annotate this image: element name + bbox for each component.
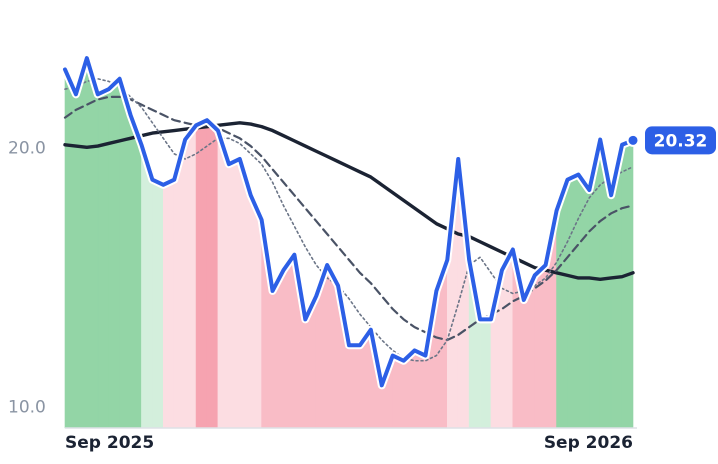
price-area bbox=[119, 78, 131, 429]
price-area bbox=[86, 58, 99, 429]
value-badge-label: 20.32 bbox=[654, 131, 708, 151]
last-point bbox=[626, 133, 640, 147]
price-area bbox=[578, 173, 590, 429]
y-tick-label: 10.0 bbox=[8, 397, 46, 417]
price-area bbox=[184, 124, 197, 429]
price-area bbox=[534, 264, 546, 429]
price-area bbox=[152, 179, 164, 429]
price-area bbox=[163, 179, 175, 429]
price-area bbox=[97, 88, 109, 429]
series-line bbox=[63, 95, 635, 342]
price-area bbox=[130, 114, 142, 429]
series-line bbox=[64, 78, 634, 362]
price-area bbox=[283, 253, 295, 429]
y-tick-label: 20.0 bbox=[8, 139, 46, 159]
price-area bbox=[217, 130, 230, 429]
value-badge bbox=[645, 126, 716, 155]
price-area bbox=[64, 69, 77, 429]
price-area bbox=[479, 319, 492, 429]
price-area bbox=[392, 355, 404, 429]
price-area bbox=[195, 119, 208, 429]
price-area bbox=[348, 344, 361, 429]
price-area bbox=[228, 158, 241, 429]
series-line bbox=[63, 56, 635, 388]
price-area bbox=[141, 144, 153, 429]
price-area bbox=[414, 349, 426, 429]
x-tick-label: Sep 2025 bbox=[65, 433, 154, 453]
price-area bbox=[206, 119, 219, 429]
price-area bbox=[108, 78, 120, 429]
price-area bbox=[567, 174, 579, 429]
price-area bbox=[75, 58, 88, 429]
price-area bbox=[621, 139, 634, 429]
x-tick-label: Sep 2026 bbox=[544, 433, 633, 453]
